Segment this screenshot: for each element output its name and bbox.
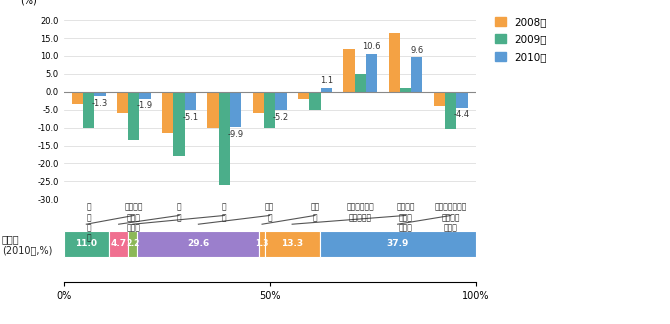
Text: 4.7: 4.7 bbox=[111, 239, 127, 248]
Text: 1.1: 1.1 bbox=[320, 76, 333, 85]
Text: 1.3: 1.3 bbox=[255, 239, 269, 248]
Bar bbox=[162, 92, 174, 133]
Bar bbox=[253, 92, 264, 113]
Bar bbox=[310, 92, 321, 110]
Bar bbox=[433, 92, 445, 106]
Text: -9.9: -9.9 bbox=[228, 130, 244, 139]
Text: ラジ
オ: ラジ オ bbox=[265, 202, 274, 222]
Text: 37.9: 37.9 bbox=[387, 239, 409, 248]
Bar bbox=[83, 92, 94, 128]
Text: マスコミ
四媒体
広告費: マスコミ 四媒体 広告費 bbox=[125, 202, 143, 232]
Bar bbox=[139, 92, 151, 98]
Text: プロモーション
メディア
広告費: プロモーション メディア 広告費 bbox=[435, 202, 467, 232]
Bar bbox=[389, 33, 400, 92]
Text: 衛星メディア
関連広告費: 衛星メディア 関連広告費 bbox=[346, 202, 374, 222]
Text: 雑
誌: 雑 誌 bbox=[222, 202, 226, 222]
Bar bbox=[94, 92, 106, 97]
Text: インター
ネット
広告費: インター ネット 広告費 bbox=[396, 202, 415, 232]
Text: 11.0: 11.0 bbox=[75, 239, 97, 248]
Bar bbox=[275, 92, 287, 110]
Text: 10.6: 10.6 bbox=[362, 42, 381, 51]
Bar bbox=[400, 88, 411, 92]
Bar bbox=[366, 54, 377, 92]
Bar bbox=[129, 231, 137, 257]
Text: 13.3: 13.3 bbox=[281, 239, 304, 248]
Bar bbox=[354, 74, 366, 92]
Text: 2.2: 2.2 bbox=[126, 239, 139, 248]
Bar bbox=[445, 92, 456, 129]
Text: -4.4: -4.4 bbox=[454, 110, 470, 120]
Bar bbox=[411, 57, 423, 92]
Text: -1.9: -1.9 bbox=[137, 101, 153, 110]
Bar bbox=[259, 231, 265, 257]
Bar bbox=[208, 92, 218, 128]
Text: 構成比
(2010年,%): 構成比 (2010年,%) bbox=[2, 234, 52, 255]
Text: -5.1: -5.1 bbox=[182, 113, 198, 122]
Text: 新
聞: 新 聞 bbox=[177, 202, 182, 222]
Bar bbox=[321, 88, 332, 92]
Bar bbox=[174, 92, 185, 156]
Text: 9.6: 9.6 bbox=[410, 45, 423, 54]
Bar bbox=[72, 92, 83, 104]
Bar bbox=[109, 231, 129, 257]
Bar bbox=[265, 231, 320, 257]
Text: -5.2: -5.2 bbox=[273, 113, 289, 122]
Bar bbox=[117, 92, 128, 113]
Text: 29.6: 29.6 bbox=[188, 239, 210, 248]
Text: テレ
ビ: テレ ビ bbox=[310, 202, 320, 222]
Bar bbox=[343, 49, 354, 92]
Bar bbox=[264, 92, 275, 128]
Bar bbox=[185, 92, 196, 110]
Text: -1.3: -1.3 bbox=[92, 99, 108, 108]
Bar bbox=[298, 92, 310, 99]
Text: 総
広
告
費: 総 広 告 費 bbox=[86, 202, 91, 243]
Bar bbox=[64, 231, 109, 257]
Bar bbox=[137, 231, 259, 257]
Bar bbox=[218, 92, 230, 185]
Legend: 2008年, 2009年, 2010年: 2008年, 2009年, 2010年 bbox=[493, 15, 549, 64]
Bar bbox=[230, 92, 241, 127]
Bar bbox=[320, 231, 476, 257]
Bar bbox=[128, 92, 139, 140]
Text: (%): (%) bbox=[20, 0, 37, 6]
Bar bbox=[456, 92, 468, 108]
